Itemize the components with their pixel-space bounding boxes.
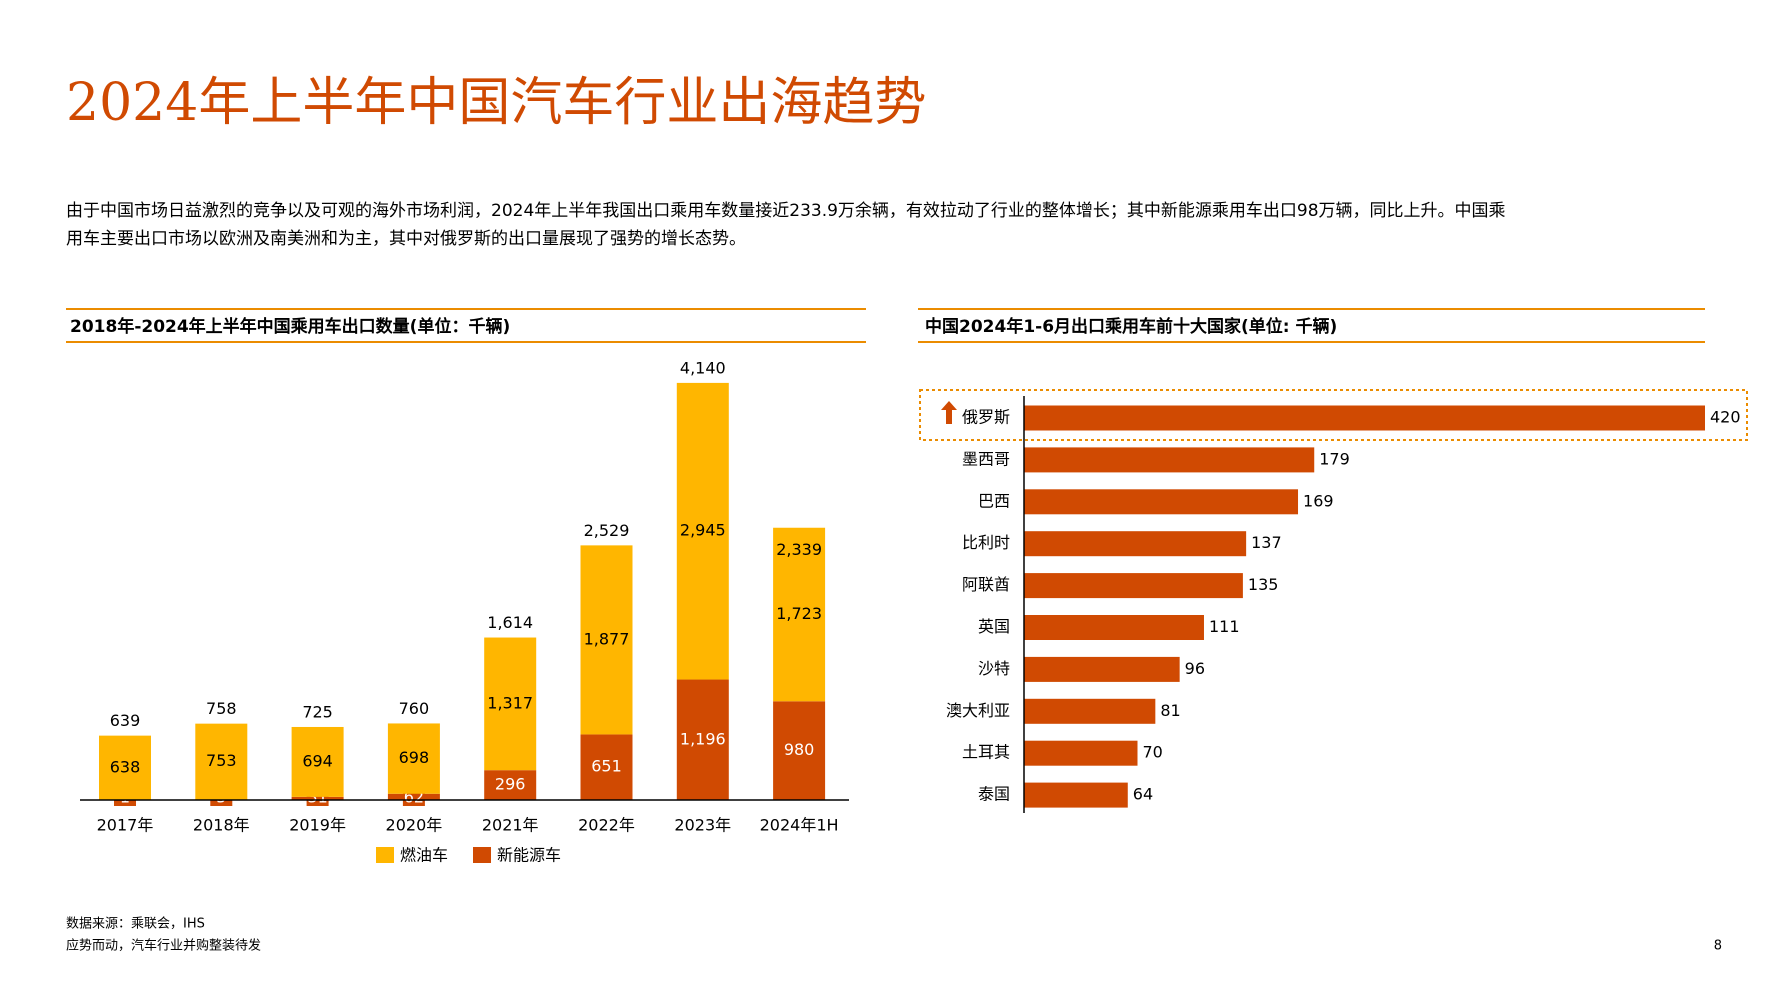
bar bbox=[1024, 698, 1156, 724]
value-label: 135 bbox=[1248, 575, 1279, 594]
total-label: 2,339 bbox=[776, 540, 822, 559]
legend-label: 燃油车 bbox=[400, 846, 448, 865]
legend-swatch bbox=[376, 847, 394, 863]
value-label: 638 bbox=[110, 757, 141, 776]
x-tick-label: 2022年 bbox=[578, 816, 635, 835]
bar-segment bbox=[484, 770, 537, 800]
note: 应势而动，汽车行业并购整装待发 bbox=[66, 938, 261, 954]
value-label: 2,945 bbox=[680, 521, 726, 540]
value-label: 651 bbox=[591, 757, 622, 776]
bar bbox=[1024, 573, 1243, 599]
value-label: 64 bbox=[1133, 785, 1153, 804]
value-label: 169 bbox=[1303, 491, 1334, 510]
bar-segment bbox=[291, 726, 344, 797]
bar bbox=[1024, 447, 1315, 473]
x-tick-label: 2023年 bbox=[674, 816, 731, 835]
y-tick-label: 阿联酋 bbox=[962, 575, 1010, 594]
value-label: 96 bbox=[1185, 659, 1205, 678]
value-label: 179 bbox=[1319, 449, 1350, 468]
bar-segment bbox=[773, 701, 826, 800]
highlight-box bbox=[919, 389, 1748, 441]
page-title: 2024年上半年中国汽车行业出海趋势 bbox=[66, 73, 926, 133]
bar-segment bbox=[773, 527, 826, 702]
value-label: 980 bbox=[784, 740, 815, 759]
x-tick-label: 2024年1H bbox=[760, 816, 839, 835]
value-label: 81 bbox=[1160, 701, 1180, 720]
total-label: 725 bbox=[302, 702, 333, 721]
chart-title: 2018年-2024年上半年中国乘用车出口数量(单位：千辆) bbox=[70, 316, 510, 337]
x-tick-label: 2017年 bbox=[97, 816, 154, 835]
bar bbox=[1024, 615, 1204, 640]
bar-segment bbox=[580, 545, 633, 735]
y-tick-label: 土耳其 bbox=[962, 743, 1010, 762]
value-label: 296 bbox=[495, 775, 526, 794]
value-label: 753 bbox=[206, 751, 237, 770]
y-tick-label: 泰国 bbox=[978, 785, 1010, 804]
bar bbox=[1024, 489, 1299, 515]
value-label: 1,196 bbox=[680, 729, 726, 748]
y-tick-label: 俄罗斯 bbox=[962, 408, 1010, 427]
total-label: 1,614 bbox=[487, 613, 533, 632]
total-label: 760 bbox=[399, 699, 430, 718]
y-tick-label: 巴西 bbox=[978, 491, 1010, 510]
intro-line: 由于中国市场日益激烈的竞争以及可观的海外市场利润，2024年上半年我国出口乘用车… bbox=[66, 201, 1506, 221]
bar bbox=[1024, 782, 1128, 808]
bar bbox=[1024, 405, 1705, 431]
up-arrow bbox=[941, 401, 957, 424]
y-tick-label: 墨西哥 bbox=[962, 449, 1010, 468]
bar-segment bbox=[195, 723, 248, 800]
legend-label: 新能源车 bbox=[497, 846, 561, 865]
total-label: 2,529 bbox=[584, 521, 630, 540]
bar-segment bbox=[676, 679, 729, 800]
value-label: 1,877 bbox=[584, 629, 630, 648]
x-tick-label: 2021年 bbox=[482, 816, 539, 835]
y-tick-label: 英国 bbox=[978, 617, 1010, 636]
x-tick-label: 2019年 bbox=[289, 816, 346, 835]
y-tick-label: 沙特 bbox=[978, 659, 1010, 678]
value-label: 694 bbox=[302, 751, 333, 770]
legend-swatch bbox=[473, 847, 491, 863]
total-label: 4,140 bbox=[680, 359, 726, 378]
value-label: 111 bbox=[1209, 617, 1240, 636]
bar-segment bbox=[387, 723, 440, 794]
total-label: 758 bbox=[206, 699, 237, 718]
y-tick-label: 澳大利亚 bbox=[946, 701, 1010, 720]
value-label: 1,317 bbox=[487, 693, 533, 712]
x-tick-label: 2018年 bbox=[193, 816, 250, 835]
value-label: 1,723 bbox=[776, 604, 822, 623]
value-label: 420 bbox=[1710, 408, 1741, 427]
bar-segment bbox=[484, 637, 537, 771]
bar bbox=[1024, 531, 1247, 557]
chart-title: 中国2024年1-6月出口乘用车前十大国家(单位: 千辆) bbox=[925, 316, 1337, 337]
bar bbox=[1024, 740, 1138, 766]
y-tick-label: 比利时 bbox=[962, 533, 1010, 552]
bar-segment bbox=[580, 734, 633, 800]
source: 数据来源：乘联会，IHS bbox=[66, 917, 205, 932]
bar-segment bbox=[99, 735, 151, 800]
value-label: 70 bbox=[1143, 743, 1163, 762]
value-label: 698 bbox=[399, 748, 430, 767]
bar bbox=[1024, 656, 1180, 682]
value-label: 137 bbox=[1251, 533, 1282, 552]
x-tick-label: 2020年 bbox=[386, 816, 443, 835]
bar-segment bbox=[676, 382, 729, 680]
total-label: 639 bbox=[110, 711, 141, 730]
page-number: 8 bbox=[1714, 939, 1722, 954]
intro-line: 用车主要出口市场以欧洲及南美洲和为主，其中对俄罗斯的出口量展现了强势的增长态势。 bbox=[66, 229, 746, 249]
